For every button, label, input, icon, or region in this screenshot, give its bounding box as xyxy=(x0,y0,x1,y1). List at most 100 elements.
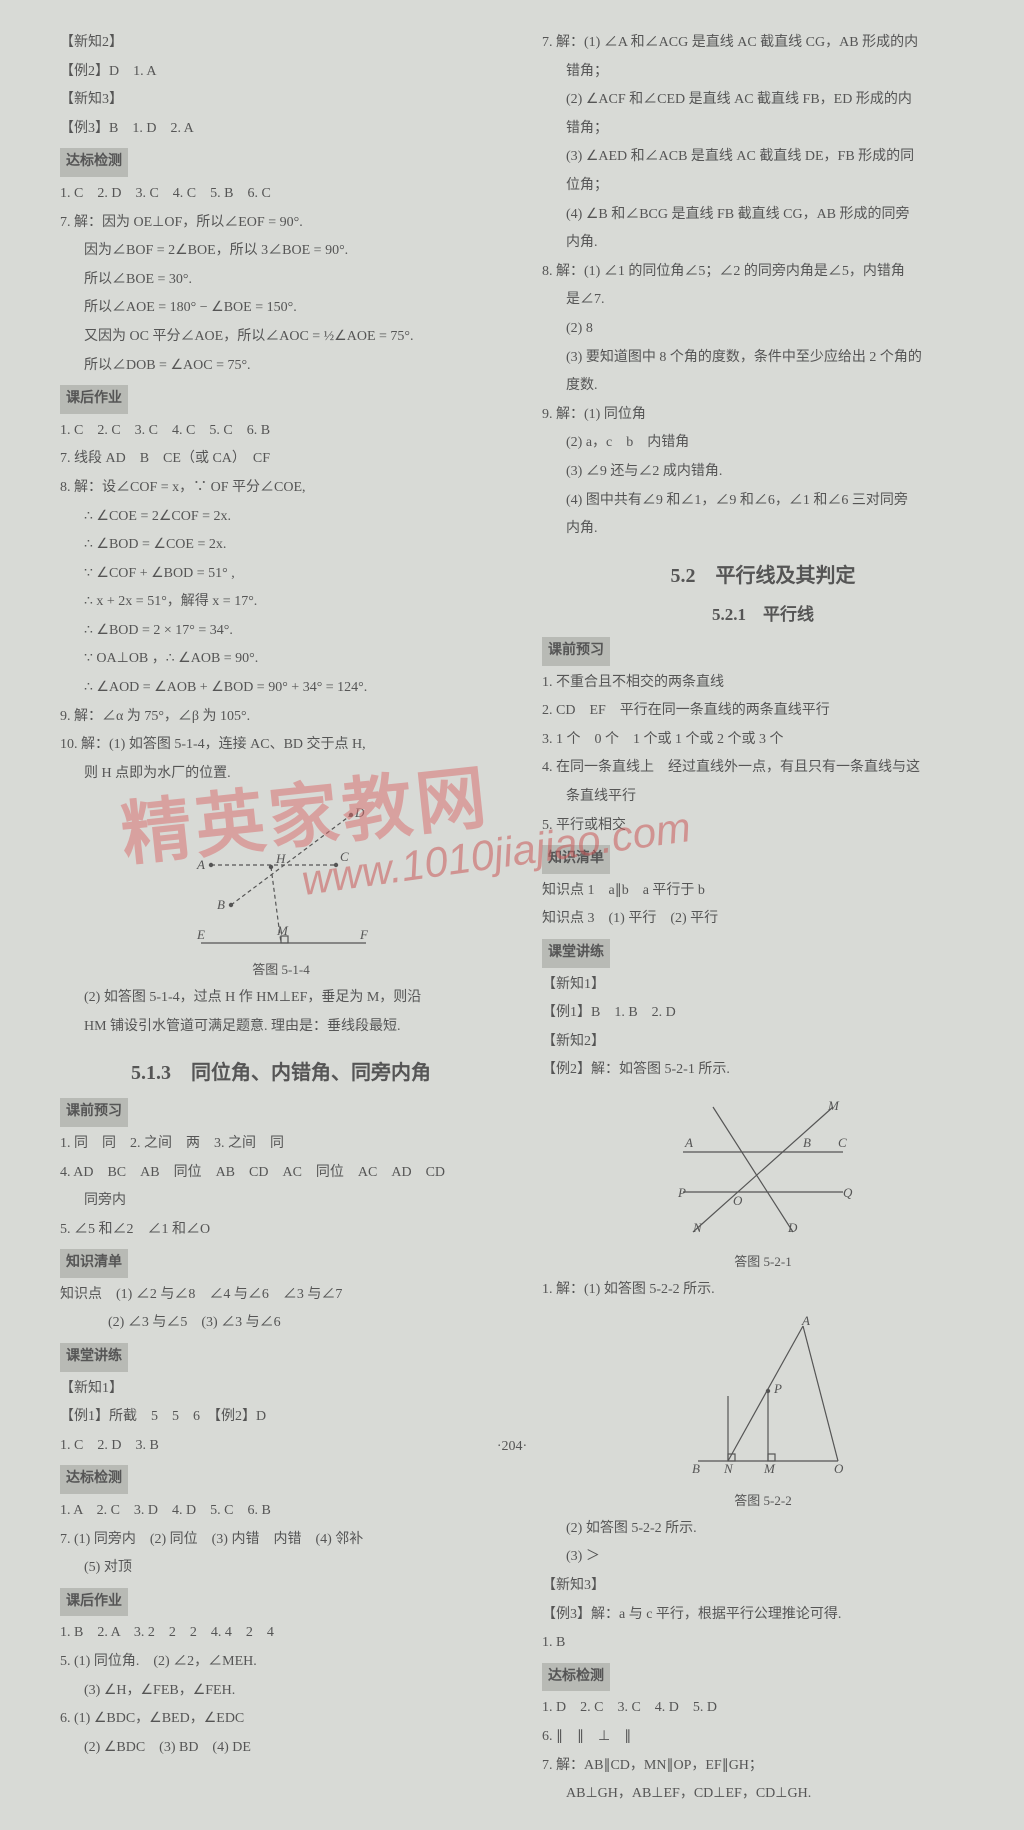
text: 6. (1) ∠BDC，∠BED，∠EDC xyxy=(60,1706,502,1733)
text: 则 H 点即为水厂的位置. xyxy=(60,761,502,788)
svg-text:M: M xyxy=(276,923,289,938)
heading-xin2: 【新知2】 xyxy=(60,30,502,57)
svg-text:F: F xyxy=(359,927,369,942)
text: 1. C 2. C 3. C 4. C 5. C 6. B xyxy=(60,418,502,445)
text: 7. 线段 AD B CE（或 CA） CF xyxy=(60,446,502,473)
text: 9. 解：∠α 为 75°，∠β 为 105°. xyxy=(60,704,502,731)
label-ketang-r: 课堂讲练 xyxy=(542,939,610,968)
text: 3. 1 个 0 个 1 个或 1 个或 2 个或 3 个 xyxy=(542,727,984,754)
text: 度数. xyxy=(542,373,984,400)
text: (3) ∠9 还与∠2 成内错角. xyxy=(542,459,984,486)
svg-text:H: H xyxy=(275,851,286,866)
text: 6. ∥ ∥ ⊥ ∥ xyxy=(542,1724,984,1751)
svg-text:N: N xyxy=(692,1220,703,1235)
text: 所以∠AOE = 180° − ∠BOE = 150°. xyxy=(60,295,502,322)
text: 【例3】解：a 与 c 平行，根据平行公理推论可得. xyxy=(542,1602,984,1629)
text: (4) 图中共有∠9 和∠1，∠9 和∠6，∠1 和∠6 三对同旁 xyxy=(542,488,984,515)
text: (2) ∠ACF 和∠CED 是直线 AC 截直线 FB，ED 形成的内 xyxy=(542,87,984,114)
text: 1. 同 同 2. 之间 两 3. 之间 同 xyxy=(60,1131,502,1158)
svg-text:D: D xyxy=(787,1220,798,1235)
text: 4. 在同一条直线上 经过直线外一点，有且只有一条直线与这 xyxy=(542,755,984,782)
text: 条直线平行 xyxy=(542,784,984,811)
text: (4) ∠B 和∠BCG 是直线 FB 截直线 CG，AB 形成的同旁 xyxy=(542,202,984,229)
text: ∵ OA⊥OB ，∴ ∠AOB = 90°. xyxy=(60,646,502,673)
label-keqian-r: 课前预习 xyxy=(542,637,610,666)
text: 【例1】B 1. B 2. D xyxy=(542,1000,984,1027)
text: 错角； xyxy=(542,59,984,86)
text: 9. 解：(1) 同位角 xyxy=(542,402,984,429)
svg-text:D: D xyxy=(354,805,365,820)
svg-text:B: B xyxy=(803,1135,811,1150)
text: 【例1】所截 5 5 6 【例2】D xyxy=(60,1404,502,1431)
text: 知识点 3 (1) 平行 (2) 平行 xyxy=(542,906,984,933)
svg-text:M: M xyxy=(763,1461,776,1476)
figure-5-2-2: APBNMO xyxy=(668,1311,858,1481)
text: 1. A 2. C 3. D 4. D 5. C 6. B xyxy=(60,1498,502,1525)
text: 8. 解：设∠COF = x，∵ OF 平分∠COE, xyxy=(60,475,502,502)
section-title-513: 5.1.3 同位角、内错角、同旁内角 xyxy=(60,1054,502,1092)
figure-caption: 答图 5-2-2 xyxy=(542,1489,984,1514)
text: 知识点 (1) ∠2 与∠8 ∠4 与∠6 ∠3 与∠7 xyxy=(60,1282,502,1309)
label-kehou2: 课后作业 xyxy=(60,1588,128,1617)
figure-caption: 答图 5-1-4 xyxy=(60,958,502,983)
text: ∴ ∠BOD = ∠COE = 2x. xyxy=(60,532,502,559)
text: 1. C 2. D 3. C 4. C 5. B 6. C xyxy=(60,181,502,208)
svg-text:N: N xyxy=(723,1461,734,1476)
text: 2. CD EF 平行在同一条直线的两条直线平行 xyxy=(542,698,984,725)
svg-text:B: B xyxy=(692,1461,700,1476)
text: 7. (1) 同旁内 (2) 同位 (3) 内错 内错 (4) 邻补 xyxy=(60,1527,502,1554)
text: 7. 解：(1) ∠A 和∠ACG 是直线 AC 截直线 CG，AB 形成的内 xyxy=(542,30,984,57)
text: 8. 解：(1) ∠1 的同位角∠5；∠2 的同旁内角是∠5，内错角 xyxy=(542,259,984,286)
figure-5-2-1: MCABPOQND xyxy=(663,1092,863,1242)
text: (3) 要知道图中 8 个角的度数，条件中至少应给出 2 个角的 xyxy=(542,345,984,372)
text: 1. B xyxy=(542,1630,984,1657)
text: ∴ ∠COE = 2∠COF = 2x. xyxy=(60,504,502,531)
section-title-52: 5.2 平行线及其判定 xyxy=(542,557,984,595)
label-kehou: 课后作业 xyxy=(60,385,128,414)
text: 所以∠DOB = ∠AOC = 75°. xyxy=(60,353,502,380)
text: 7. 解：AB∥CD，MN∥OP，EF∥GH； xyxy=(542,1753,984,1780)
text: (2) a，c b 内错角 xyxy=(542,430,984,457)
section-title-521: 5.2.1 平行线 xyxy=(542,599,984,631)
text: 4. AD BC AB 同位 AB CD AC 同位 AC AD CD xyxy=(60,1160,502,1187)
svg-text:P: P xyxy=(773,1381,782,1396)
text: 1. B 2. A 3. 2 2 2 4. 4 2 4 xyxy=(60,1620,502,1647)
text: 7. 解：因为 OE⊥OF，所以∠EOF = 90°. xyxy=(60,210,502,237)
svg-text:A: A xyxy=(196,857,205,872)
text: 【例2】解：如答图 5-2-1 所示. xyxy=(542,1057,984,1084)
svg-text:M: M xyxy=(827,1098,840,1113)
text: (3) ∠AED 和∠ACB 是直线 AC 截直线 DE，FB 形成的同 xyxy=(542,144,984,171)
text: 【新知3】 xyxy=(542,1573,984,1600)
text: 内角. xyxy=(542,230,984,257)
text: ∴ ∠BOD = 2 × 17° = 34°. xyxy=(60,618,502,645)
text: (3) ∠H，∠FEB，∠FEH. xyxy=(60,1678,502,1705)
text: 所以∠BOE = 30°. xyxy=(60,267,502,294)
svg-text:C: C xyxy=(340,849,349,864)
label-keqian: 课前预习 xyxy=(60,1098,128,1127)
text: 【例3】B 1. D 2. A xyxy=(60,116,502,143)
text: (3) ＞ xyxy=(542,1544,984,1571)
text: 5. (1) 同位角. (2) ∠2，∠MEH. xyxy=(60,1649,502,1676)
text: 【例2】D 1. A xyxy=(60,59,502,86)
label-zhishi-r: 知识清单 xyxy=(542,845,610,874)
text: 知识点 1 a∥b a 平行于 b xyxy=(542,878,984,905)
text: 5. 平行或相交 xyxy=(542,813,984,840)
text: 是∠7. xyxy=(542,287,984,314)
text: (5) 对顶 xyxy=(60,1555,502,1582)
text: ∵ ∠COF + ∠BOD = 51° , xyxy=(60,561,502,588)
figure-caption: 答图 5-2-1 xyxy=(542,1250,984,1275)
right-column: 7. 解：(1) ∠A 和∠ACG 是直线 AC 截直线 CG，AB 形成的内 … xyxy=(542,30,984,1810)
page-number: ·204· xyxy=(0,1439,1024,1455)
text: 【新知2】 xyxy=(542,1029,984,1056)
label-ketang: 课堂讲练 xyxy=(60,1343,128,1372)
svg-text:O: O xyxy=(733,1193,743,1208)
svg-text:Q: Q xyxy=(843,1185,853,1200)
heading-xin3: 【新知3】 xyxy=(60,87,502,114)
text: HM 铺设引水管道可满足题意. 理由是：垂线段最短. xyxy=(60,1014,502,1041)
svg-text:C: C xyxy=(838,1135,847,1150)
text: (2) ∠BDC (3) BD (4) DE xyxy=(60,1735,502,1762)
text: 【新知1】 xyxy=(542,972,984,999)
text: 又因为 OC 平分∠AOE，所以∠AOC = ½∠AOE = 75°. xyxy=(60,324,502,351)
text: ∴ x + 2x = 51°，解得 x = 17°. xyxy=(60,589,502,616)
svg-text:O: O xyxy=(834,1461,844,1476)
